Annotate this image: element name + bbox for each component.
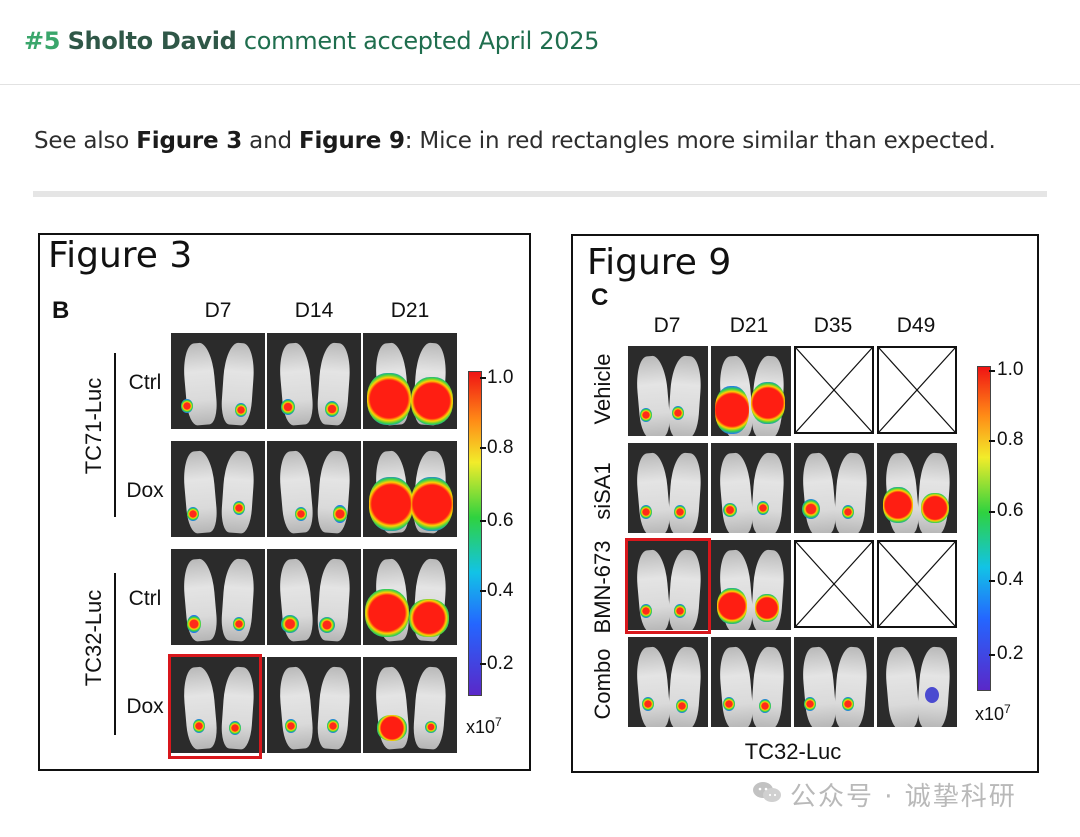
wechat-icon [753, 782, 781, 802]
f3-tick-4: 0.4 [487, 580, 514, 601]
f9-colorbar [977, 366, 991, 691]
f3-image-tc32-dox-d7 [171, 657, 265, 753]
note-mid: and [242, 128, 299, 154]
f9-col-d21: D21 [729, 314, 769, 337]
f9-empty-vehicle-d35 [794, 346, 874, 434]
f3-row-ctrl-2: Ctrl [128, 587, 162, 610]
f3-colorbar-unit: x107 [466, 715, 502, 737]
f9-image-bmn673-d7 [628, 540, 708, 630]
f3-image-tc32-ctrl-d21 [363, 549, 457, 645]
f9-tick-5: 0.2 [997, 643, 1024, 664]
f9-image-sisa1-d7 [628, 443, 708, 533]
f3-image-tc32-dox-d14 [267, 657, 361, 753]
f3-image-tc71-dox-d7 [171, 441, 265, 537]
f9-row-sisa1: siSA1 [590, 462, 615, 520]
note-prefix: See also [34, 128, 137, 154]
f3-image-tc32-ctrl-d14 [267, 549, 361, 645]
f9-tick-1: 1.0 [997, 359, 1024, 380]
f3-col-d21: D21 [390, 299, 430, 322]
f3-row-ctrl-1: Ctrl [128, 371, 162, 394]
f9-image-combo-d21 [711, 637, 791, 727]
f3-image-tc32-dox-d21 [363, 657, 457, 753]
f3-image-tc71-dox-d21 [363, 441, 457, 537]
f3-image-tc32-ctrl-d7 [171, 549, 265, 645]
comment-number[interactable]: #5 [24, 27, 61, 55]
f9-image-combo-d7 [628, 637, 708, 727]
f3-row-dox-2: Dox [126, 695, 164, 718]
f9-image-bmn673-d21 [711, 540, 791, 630]
f9-col-d7: D7 [653, 314, 681, 337]
f3-group-bar-2 [114, 573, 116, 735]
f9-image-combo-d35 [794, 637, 874, 727]
f3-image-tc71-ctrl-d14 [267, 333, 361, 429]
f9-row-combo: Combo [590, 648, 615, 720]
f3-highlight-box [168, 654, 262, 759]
f9-tick-3: 0.6 [997, 500, 1024, 521]
f3-colorbar [468, 371, 482, 696]
f9-highlight-box [625, 538, 711, 634]
note-suffix: : Mice in red rectangles more similar th… [404, 128, 996, 154]
f3-row-dox-1: Dox [126, 479, 164, 502]
f9-col-d49: D49 [896, 314, 936, 337]
figure-9-title: Figure 9 [587, 242, 732, 283]
f9-empty-vehicle-d49 [877, 346, 957, 434]
figure-3-panel: Figure 3 B D7 D14 D21 TC71-Luc TC32-Luc … [38, 233, 531, 771]
comment-author[interactable]: Sholto David [67, 27, 237, 55]
f3-col-d14: D14 [294, 299, 334, 322]
f9-empty-bmn673-d35 [794, 540, 874, 628]
f9-tick-2: 0.8 [997, 429, 1024, 450]
note-figure-b: Figure 9 [298, 128, 405, 154]
comment-body: See also Figure 3 and Figure 9: Mice in … [34, 128, 996, 154]
note-figure-a: Figure 3 [136, 128, 243, 154]
f9-row-vehicle: Vehicle [590, 353, 615, 425]
f9-image-sisa1-d49 [877, 443, 957, 533]
f9-image-sisa1-d35 [794, 443, 874, 533]
f9-image-sisa1-d21 [711, 443, 791, 533]
f3-group-tc32: TC32-Luc [81, 589, 106, 687]
f9-footer-label: TC32-Luc [744, 739, 842, 764]
f3-image-tc71-dox-d14 [267, 441, 361, 537]
f3-tick-2: 0.8 [487, 437, 514, 458]
f3-image-tc71-ctrl-d21 [363, 333, 457, 429]
f9-image-vehicle-d21 [711, 346, 791, 436]
comment-status: comment accepted April 2025 [243, 27, 600, 55]
f3-tick-1: 1.0 [487, 367, 514, 388]
divider [33, 191, 1047, 197]
f9-tick-4: 0.4 [997, 569, 1024, 590]
f9-colorbar-unit: x107 [975, 702, 1011, 724]
f3-group-tc71: TC71-Luc [81, 377, 106, 475]
watermark-text: 公众号 · 诚挚科研 [790, 782, 1017, 812]
f9-image-vehicle-d7 [628, 346, 708, 436]
f3-tick-3: 0.6 [487, 510, 514, 531]
figure-9-panel-letter: C [591, 284, 609, 311]
f9-empty-bmn673-d49 [877, 540, 957, 628]
figure-3-title: Figure 3 [48, 235, 193, 276]
figure-3-panel-letter: B [52, 297, 70, 324]
f9-image-combo-d49 [877, 637, 957, 727]
comment-meta: #5 Sholto David comment accepted April 2… [24, 27, 599, 55]
f9-col-d35: D35 [813, 314, 853, 337]
figure-9-panel: Figure 9 C D7 D21 D35 D49 Vehicle siSA1 … [571, 234, 1039, 773]
f3-group-bar-1 [114, 353, 116, 517]
f3-image-tc71-ctrl-d7 [171, 333, 265, 429]
f9-row-bmn673: BMN-673 [590, 540, 615, 634]
comment-header: #5 Sholto David comment accepted April 2… [0, 0, 1080, 85]
f3-tick-5: 0.2 [487, 653, 514, 674]
f3-col-d7: D7 [204, 299, 232, 322]
